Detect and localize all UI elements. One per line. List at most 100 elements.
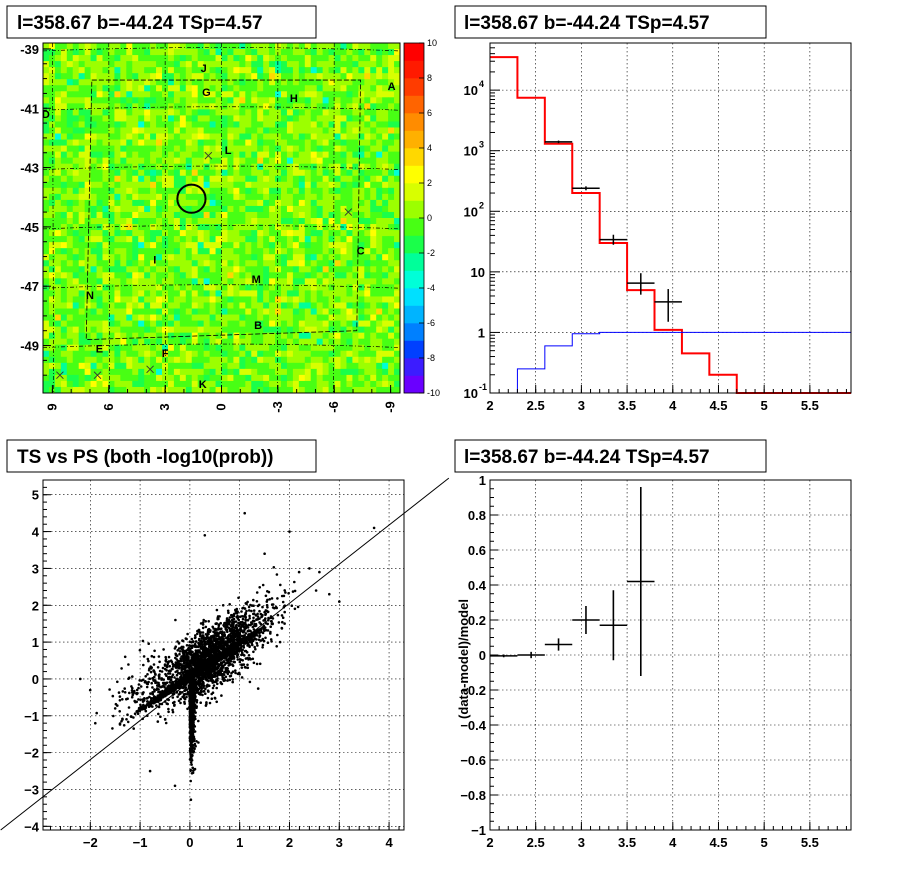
heatmap-cell — [185, 97, 193, 104]
heatmap-cell — [322, 139, 329, 146]
heatmap-cell — [239, 163, 246, 171]
heatmap-cell — [376, 344, 383, 352]
colorbar-tick-label: 8 — [427, 73, 432, 83]
heatmap-cell — [364, 350, 371, 358]
heatmap-cell — [322, 236, 329, 243]
scatter-point — [208, 701, 212, 705]
heatmap-cell — [43, 145, 50, 153]
heatmap-cell — [292, 145, 300, 153]
heatmap-cell — [376, 368, 383, 376]
heatmap-cell — [310, 386, 318, 394]
heatmap-cell — [382, 218, 389, 225]
heatmap-cell — [48, 91, 56, 98]
heatmap-cell — [334, 332, 341, 340]
heatmap-cell — [43, 67, 50, 74]
heatmap-cell — [197, 109, 205, 116]
heatmap-cell — [370, 151, 377, 159]
heatmap-cell — [376, 67, 383, 74]
heatmap-cell — [78, 85, 86, 92]
heatmap-cell — [203, 254, 210, 261]
heatmap-cell — [233, 254, 240, 261]
heatmap-cell — [304, 139, 312, 146]
heatmap-cell — [209, 115, 216, 122]
heatmap-cell — [322, 254, 329, 261]
heatmap-cell — [364, 248, 371, 255]
heatmap-cell — [48, 211, 56, 219]
heatmap-cell — [370, 266, 377, 273]
heatmap-cell — [340, 193, 347, 201]
heatmap-cell — [197, 115, 205, 122]
heatmap-cell — [322, 193, 329, 201]
heatmap-cell — [221, 97, 228, 104]
heatmap-cell — [209, 302, 216, 309]
heatmap-cell — [209, 91, 216, 98]
heatmap-cell — [352, 332, 359, 340]
spectrum-y-tick-label: 10 — [471, 265, 485, 280]
heatmap-cell — [328, 266, 335, 273]
heatmap-cell — [167, 199, 175, 207]
spectrum-y-tick-label: 10 — [464, 144, 478, 159]
heatmap-cell — [72, 127, 80, 134]
heatmap-cell — [394, 272, 401, 279]
heatmap-cell — [352, 386, 359, 394]
heatmap-cell — [156, 290, 163, 297]
heatmap-cell — [298, 175, 306, 183]
heatmap-cell — [275, 260, 282, 267]
heatmap-cell — [162, 314, 169, 321]
heatmap-cell — [292, 362, 300, 370]
heatmap-cell — [84, 97, 91, 104]
heatmap-cell — [84, 230, 91, 237]
heatmap-cell — [173, 254, 181, 261]
parallel-line — [42, 284, 401, 289]
heatmap-cell — [316, 344, 324, 352]
heatmap-cell — [215, 290, 222, 297]
heatmap-cell — [197, 230, 205, 237]
heatmap-cell — [376, 103, 383, 110]
heatmap-cell — [358, 362, 365, 370]
heatmap-cell — [126, 302, 133, 309]
heatmap-cell — [370, 211, 377, 219]
heatmap-cell — [310, 302, 318, 309]
heatmap-cell — [370, 314, 377, 321]
heatmap-cell — [340, 344, 347, 352]
heatmap-cell — [352, 374, 359, 382]
heatmap-cell — [209, 248, 216, 255]
heatmap-cell — [203, 49, 210, 56]
heatmap-cell — [251, 344, 258, 352]
heatmap-cell — [275, 302, 282, 309]
heatmap-cell — [150, 133, 157, 140]
heatmap-cell — [346, 61, 353, 68]
heatmap-cell — [275, 43, 282, 50]
heatmap-cell — [370, 224, 377, 231]
heatmap-cell — [358, 266, 365, 273]
heatmap-cell — [298, 296, 306, 303]
heatmap-cell — [78, 157, 86, 165]
heatmap-cell — [197, 73, 205, 80]
heatmap-cell — [179, 121, 187, 128]
heatmap-cell — [328, 181, 335, 189]
heatmap-cell — [102, 169, 109, 177]
heatmap-cell — [370, 187, 377, 195]
heatmap-cell — [281, 356, 288, 364]
heatmap-cell — [78, 139, 86, 146]
heatmap-cell — [114, 350, 121, 358]
heatmap-cell — [316, 338, 324, 346]
scatter-point — [171, 710, 175, 714]
heatmap-cell — [310, 115, 318, 122]
heatmap-cell — [179, 344, 187, 352]
heatmap-cell — [215, 127, 222, 134]
heatmap-cell — [322, 218, 329, 225]
heatmap-cell — [72, 296, 80, 303]
scatter-point — [162, 648, 165, 651]
heatmap-cell — [370, 368, 377, 376]
heatmap-cell — [251, 380, 258, 388]
heatmap-cell — [328, 326, 335, 334]
heatmap-cell — [388, 380, 395, 388]
heatmap-cell — [54, 67, 62, 74]
heatmap-cell — [358, 139, 365, 146]
heatmap-cell — [78, 181, 86, 189]
heatmap-cell — [43, 272, 50, 279]
heatmap-cell — [316, 67, 324, 74]
heatmap-cell — [310, 374, 318, 382]
heatmap-cell — [388, 163, 395, 171]
